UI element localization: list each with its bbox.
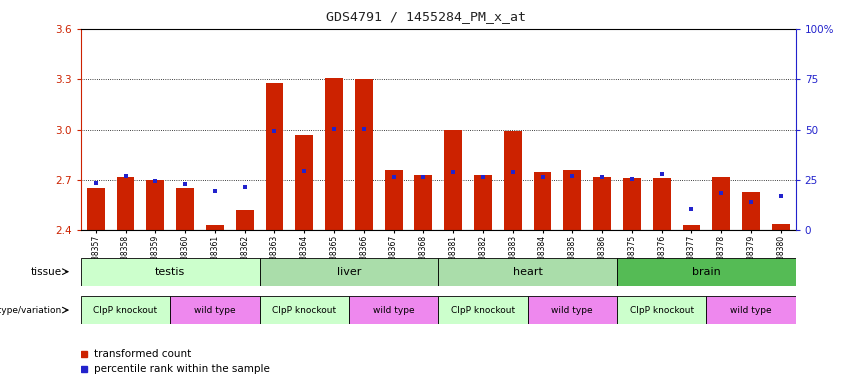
- Bar: [706, 296, 796, 324]
- Bar: [236, 210, 254, 230]
- Text: wild type: wild type: [730, 306, 772, 314]
- Bar: [349, 296, 438, 324]
- Text: ClpP knockout: ClpP knockout: [630, 306, 694, 314]
- Text: tissue: tissue: [31, 266, 62, 277]
- Text: ClpP knockout: ClpP knockout: [94, 306, 157, 314]
- Bar: [170, 296, 260, 324]
- Text: liver: liver: [337, 266, 361, 277]
- Bar: [742, 192, 760, 230]
- Bar: [266, 83, 283, 230]
- Bar: [87, 189, 105, 230]
- Bar: [683, 225, 700, 230]
- Bar: [504, 131, 522, 230]
- Bar: [623, 178, 641, 230]
- Text: wild type: wild type: [194, 306, 236, 314]
- Text: heart: heart: [512, 266, 543, 277]
- Text: brain: brain: [692, 266, 721, 277]
- Bar: [260, 258, 438, 286]
- Bar: [617, 258, 796, 286]
- Text: wild type: wild type: [551, 306, 593, 314]
- Bar: [444, 129, 462, 230]
- Bar: [385, 170, 403, 230]
- Bar: [117, 177, 134, 230]
- Text: GDS4791 / 1455284_PM_x_at: GDS4791 / 1455284_PM_x_at: [325, 10, 526, 23]
- Bar: [563, 170, 581, 230]
- Text: genotype/variation: genotype/variation: [0, 306, 62, 314]
- Text: wild type: wild type: [373, 306, 414, 314]
- Bar: [206, 225, 224, 230]
- Bar: [712, 177, 730, 230]
- Bar: [260, 296, 349, 324]
- Bar: [325, 78, 343, 230]
- Text: transformed count: transformed count: [94, 349, 191, 359]
- Bar: [146, 180, 164, 230]
- Bar: [414, 175, 432, 230]
- Bar: [593, 177, 611, 230]
- Bar: [81, 296, 170, 324]
- Bar: [176, 189, 194, 230]
- Bar: [355, 79, 373, 230]
- Bar: [534, 172, 551, 230]
- Bar: [653, 178, 671, 230]
- Bar: [528, 296, 617, 324]
- Bar: [295, 135, 313, 230]
- Bar: [617, 296, 706, 324]
- Text: testis: testis: [155, 266, 186, 277]
- Text: percentile rank within the sample: percentile rank within the sample: [94, 364, 270, 374]
- Bar: [474, 175, 492, 230]
- Text: ClpP knockout: ClpP knockout: [451, 306, 515, 314]
- Bar: [772, 223, 790, 230]
- Text: ClpP knockout: ClpP knockout: [272, 306, 336, 314]
- Bar: [438, 258, 617, 286]
- Bar: [81, 258, 260, 286]
- Bar: [438, 296, 528, 324]
